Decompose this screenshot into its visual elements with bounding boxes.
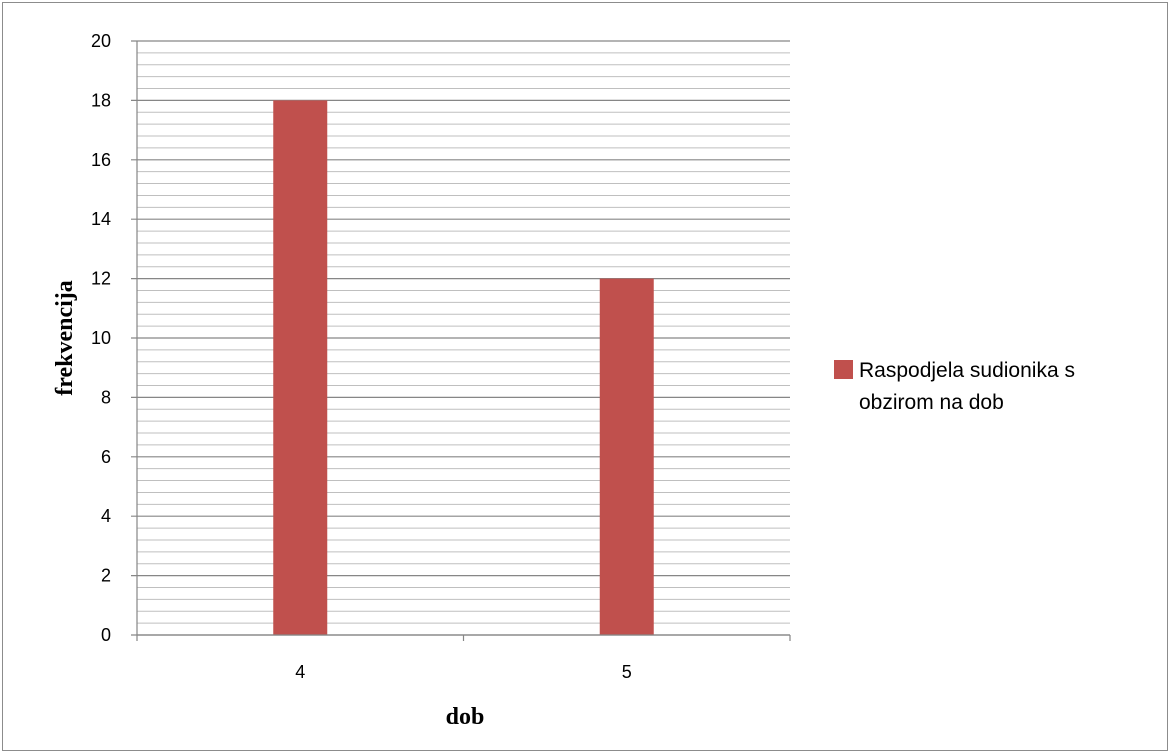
- y-tick-labels: 0 2 4 6 8 10 12 14 16 18 20: [91, 31, 111, 645]
- y-tick-label: 12: [91, 269, 111, 289]
- y-tick-label: 10: [91, 328, 111, 348]
- y-tick-label: 2: [101, 566, 111, 586]
- axes: [136, 41, 791, 641]
- x-tick-label: 4: [295, 662, 305, 682]
- y-tick-label: 18: [91, 90, 111, 110]
- x-axis-title: dob: [446, 704, 485, 730]
- minor-gridlines: [137, 52, 790, 624]
- legend-swatch: [834, 360, 853, 379]
- bar-4: [273, 100, 328, 635]
- x-tick-label: 5: [622, 662, 632, 682]
- legend-label-line-2: obzirom na dob: [859, 391, 1004, 414]
- bars: [273, 100, 654, 635]
- y-tick-label: 8: [101, 387, 111, 407]
- y-tick-label: 4: [101, 506, 111, 526]
- legend-label-line-1: Raspodjela sudionika s: [859, 359, 1075, 382]
- y-tick-label: 14: [91, 209, 111, 229]
- y-axis-title: frekvencija: [52, 280, 78, 396]
- bar-5: [599, 278, 654, 635]
- major-gridlines: [131, 40, 790, 636]
- legend: Raspodjela sudionika s obzirom na dob: [834, 359, 1075, 414]
- y-tick-label: 16: [91, 150, 111, 170]
- y-tick-label: 20: [91, 31, 111, 51]
- y-tick-label: 0: [101, 625, 111, 645]
- y-tick-label: 6: [101, 447, 111, 467]
